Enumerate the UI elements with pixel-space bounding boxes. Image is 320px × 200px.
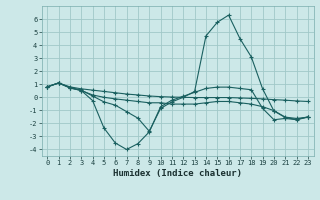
X-axis label: Humidex (Indice chaleur): Humidex (Indice chaleur): [113, 169, 242, 178]
